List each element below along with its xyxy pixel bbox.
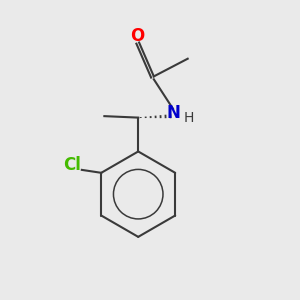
Text: O: O [130,27,145,45]
Text: H: H [184,111,194,124]
Text: N: N [166,103,180,122]
Text: Cl: Cl [64,156,81,174]
